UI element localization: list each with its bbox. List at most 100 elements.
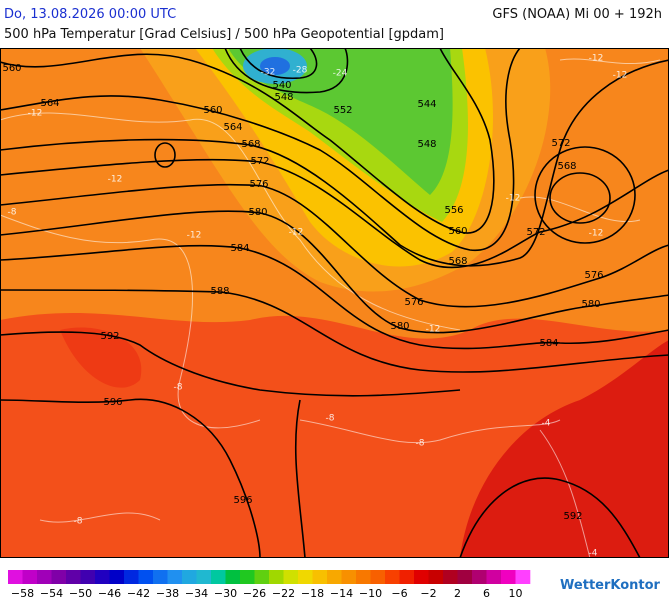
colorbar-swatch — [341, 570, 357, 584]
temp-field — [60, 327, 142, 388]
contour-label: 576 — [249, 179, 268, 190]
colorbar-label: 2 — [454, 587, 461, 600]
colorbar-swatch — [124, 570, 139, 584]
colorbar-swatch — [312, 570, 328, 584]
contour-label: 580 — [581, 299, 600, 310]
colorbar-swatch — [196, 570, 212, 584]
contour-label: 584 — [539, 338, 558, 349]
colorbar-swatch — [240, 570, 255, 584]
colorbar-label: −50 — [69, 587, 92, 600]
colorbar-label: −18 — [301, 587, 324, 600]
colorbar-swatch — [399, 570, 415, 584]
colorbar-swatch — [254, 570, 270, 584]
colorbar-swatch — [486, 570, 502, 584]
colorbar-swatch — [22, 570, 38, 584]
colorbar-swatch — [356, 570, 371, 584]
temp-label: -4 — [589, 549, 598, 559]
colorbar-swatch — [66, 570, 81, 584]
colorbar-label: −2 — [420, 587, 436, 600]
contour-label: 568 — [557, 161, 576, 172]
colorbar-swatch — [182, 570, 197, 584]
temp-label: -8 — [174, 383, 183, 393]
logo: WetterKontor — [560, 578, 661, 593]
colorbar-swatch — [211, 570, 226, 584]
colorbar-swatch — [414, 570, 429, 584]
colorbar-label: −6 — [391, 587, 407, 600]
colorbar-label: −42 — [127, 587, 150, 600]
colorbar-label: −54 — [40, 587, 63, 600]
temp-label: -24 — [333, 69, 348, 79]
colorbar-swatch — [370, 570, 386, 584]
temp-label: -12 — [426, 325, 441, 335]
temp-label: -28 — [293, 66, 308, 76]
geopotential-isolines — [0, 48, 669, 558]
contour-label: 584 — [230, 243, 249, 254]
colorbar-swatch — [95, 570, 110, 584]
temp-label: -12 — [613, 71, 628, 81]
colorbar-swatch — [298, 570, 313, 584]
temp-label: -12 — [506, 194, 521, 204]
colorbar-swatch — [138, 570, 154, 584]
colorbar-swatch — [153, 570, 168, 584]
contour-label: 544 — [417, 99, 436, 110]
geopotential-labels: 560 564 560 564 568 572 576 580 584 588 … — [2, 63, 603, 522]
colorbar-swatch — [327, 570, 342, 584]
colorbar-swatch — [443, 570, 458, 584]
contour-label: 540 — [272, 80, 291, 91]
colorbar-swatch — [385, 570, 400, 584]
map-title: 500 hPa Temperatur [Grad Celsius] / 500 … — [4, 27, 444, 42]
temp-label: -8 — [416, 439, 425, 449]
temp-label: -8 — [326, 414, 335, 424]
colorbar-label: 10 — [509, 587, 523, 600]
temp-label: -12 — [589, 229, 604, 239]
colorbar-label: −58 — [11, 587, 34, 600]
colorbar-swatch — [80, 570, 96, 584]
colorbar-swatch — [501, 570, 516, 584]
colorbar-label: −38 — [156, 587, 179, 600]
contour-label: 560 — [2, 63, 21, 74]
contour-label: 592 — [563, 511, 582, 522]
colorbar-swatch — [457, 570, 473, 584]
contour-label: 568 — [241, 139, 260, 150]
colorbar-swatch — [428, 570, 444, 584]
contour-label: 596 — [103, 397, 122, 408]
colorbar: −58 −54 −50 −46 −42 −38 −34 −30 −26 −22 −18 −14 −10−… — [8, 570, 531, 600]
contour-label: 560 — [203, 105, 222, 116]
contour-label: 576 — [404, 297, 423, 308]
contour-label: 572 — [526, 227, 545, 238]
colorbar-label: −26 — [243, 587, 266, 600]
temp-label: -12 — [28, 109, 43, 119]
contour-label: 580 — [248, 207, 267, 218]
temp-label: -4 — [542, 419, 551, 429]
colorbar-swatch — [51, 570, 67, 584]
contour-label: 552 — [333, 105, 352, 116]
contour-label: 572 — [250, 156, 269, 167]
contour-label: 588 — [210, 286, 229, 297]
contour-label: 576 — [584, 270, 603, 281]
contour-label: 572 — [551, 138, 570, 149]
colorbar-label: 6 — [483, 587, 490, 600]
colorbar-swatch — [109, 570, 125, 584]
colorbar-swatch — [225, 570, 241, 584]
date: Do, 13.08.2026 00:00 UTC — [4, 7, 176, 22]
temp-field — [460, 340, 669, 558]
temp-field — [260, 57, 290, 75]
contour-label: 548 — [417, 139, 436, 150]
contour-label: 564 — [40, 98, 59, 109]
colorbar-swatch — [8, 570, 23, 584]
colorbar-label: −30 — [214, 587, 237, 600]
contour-label: 560 — [448, 226, 467, 237]
temp-label: -8 — [74, 517, 83, 527]
contour-label: 548 — [274, 92, 293, 103]
temp-label: -12 — [108, 175, 123, 185]
colorbar-label: −10 — [359, 587, 382, 600]
colorbar-label: −22 — [272, 587, 295, 600]
colorbar-swatch — [283, 570, 299, 584]
temp-label: -32 — [261, 68, 276, 78]
contour-label: 580 — [390, 321, 409, 332]
map: 560 564 560 564 568 572 576 580 584 588 … — [0, 48, 669, 559]
colorbar-label: −34 — [185, 587, 208, 600]
colorbar-label: −46 — [98, 587, 121, 600]
temp-label: -12 — [289, 228, 304, 238]
